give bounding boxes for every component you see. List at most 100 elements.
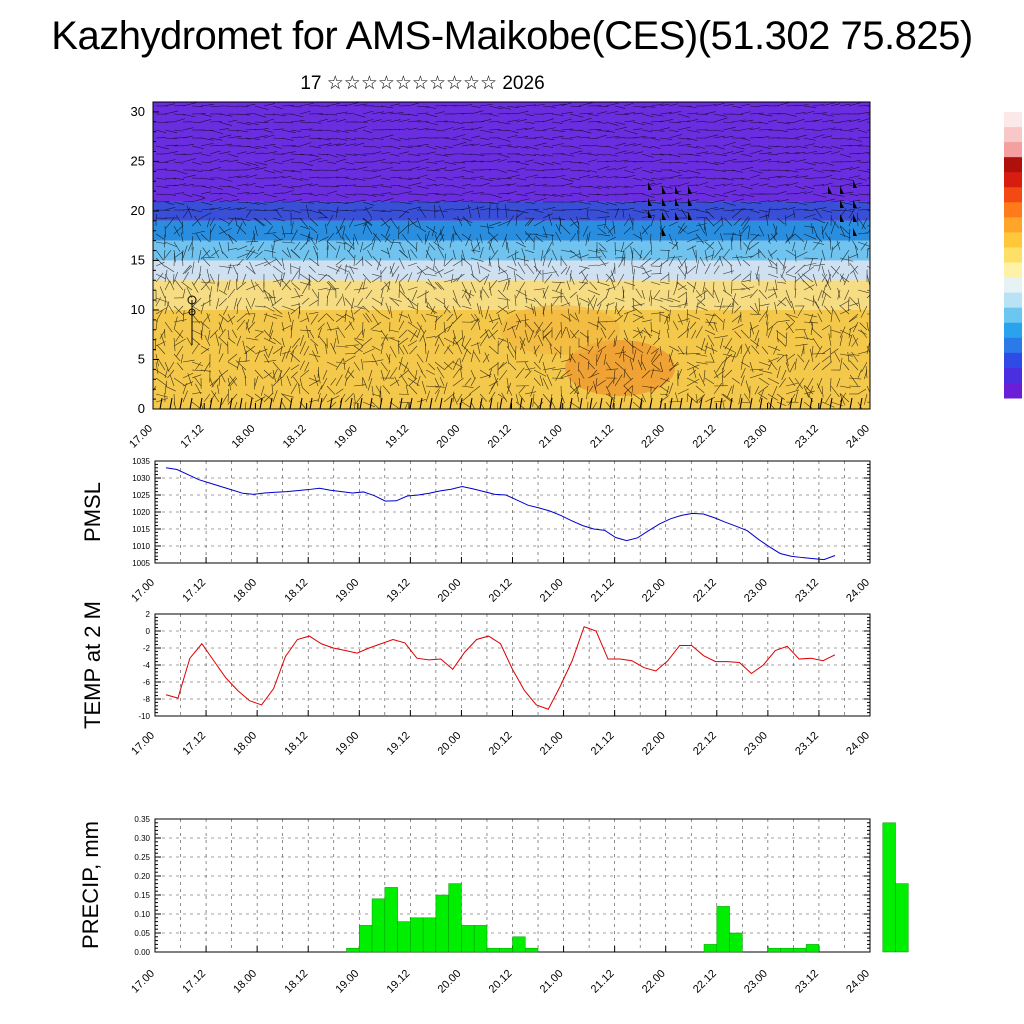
wind-flag [688, 186, 692, 194]
x-tick-label: 23.00 [742, 968, 770, 996]
wind-flag [648, 198, 652, 206]
wind-flag [840, 200, 844, 208]
wind-flag [853, 214, 857, 222]
x-tick-label: 19.12 [385, 577, 413, 605]
y-tick-label: 30 [131, 104, 145, 119]
field-layer [153, 102, 870, 409]
wind-flag [648, 182, 652, 190]
colorbar-swatch [1004, 277, 1022, 294]
colorbar-swatch [1004, 217, 1022, 233]
station-marker-head [187, 295, 197, 305]
x-tick-label: 17.12 [180, 730, 208, 758]
field-band [153, 220, 870, 241]
precip-bar [703, 944, 718, 953]
colorbar-swatch [1004, 232, 1022, 248]
wind-flag [662, 198, 666, 206]
x-tick-label: 24.00 [844, 423, 872, 451]
x-tick-label: 18.00 [231, 968, 259, 996]
wind-vectors [153, 102, 870, 409]
wind-flags [648, 180, 857, 236]
precip-bar [525, 947, 539, 953]
x-tick-label: 17.12 [180, 968, 208, 996]
x-tick-label: 22.12 [691, 423, 719, 451]
wind-flag [662, 186, 666, 194]
x-tick-label: 18.12 [282, 577, 310, 605]
x-tick-label: 19.00 [333, 968, 361, 996]
precip-bar [780, 947, 794, 953]
wind-flag [840, 214, 844, 222]
wind-flag [828, 186, 832, 194]
colorbar-swatch [1004, 337, 1022, 354]
x-tick-label: 24.00 [844, 577, 872, 605]
precip-bar [397, 921, 411, 953]
x-tick-label: 19.12 [385, 730, 413, 758]
x-tick-label: 21.00 [538, 577, 566, 605]
colorbar-swatch [1004, 142, 1022, 158]
x-tick-label: 21.00 [538, 968, 566, 996]
x-tick-label: 17.12 [178, 423, 206, 451]
precip-bar [499, 947, 513, 953]
grid [154, 460, 871, 564]
precip-panel: 0.00 0.05 0.10 0.15 0.20 0.25 0.30 0.35 17.00 17.… [78, 815, 909, 996]
precip-bar [448, 883, 462, 953]
x-tick-label: 20.00 [436, 577, 464, 605]
y-tick-label: 2 [146, 610, 151, 619]
x-tick-label: 20.12 [486, 423, 514, 451]
warm-area [500, 305, 620, 355]
x-tick-label: 17.12 [180, 577, 208, 605]
precip-bar [793, 947, 807, 953]
colorbar-swatch [1004, 307, 1022, 324]
x-tick-label: 21.12 [589, 968, 617, 996]
y-tick-label: 1030 [132, 474, 150, 483]
colorbar-swatch [1004, 352, 1022, 369]
warm-core [565, 340, 675, 396]
x-tick-label: 20.00 [436, 968, 464, 996]
pmsl-panel: 1005 1010 1015 1020 1025 1030 1035 17.00 17.12 18… [80, 457, 872, 605]
colorbar-swatch [1004, 382, 1022, 399]
x-tick-label: 21.00 [538, 730, 566, 758]
y-tick-label: -4 [143, 661, 151, 670]
precip-bar [422, 917, 437, 953]
y-tick-label: -6 [143, 678, 151, 687]
x-tick-label: 20.12 [487, 730, 515, 758]
x-tick-label: 17.00 [129, 968, 157, 996]
x-tick-label: 17.00 [127, 423, 155, 451]
x-tick-label: 22.00 [639, 423, 667, 451]
y-tick-label: 1005 [132, 559, 150, 568]
colorbar-swatch [1004, 247, 1022, 264]
cross-section-panel: 0 5 10 15 20 25 30 17.00 17.12 18.00 18.12 19.00 19.… [127, 101, 872, 451]
x-tick-label: 23.00 [742, 730, 770, 758]
y-tick-label: -8 [143, 695, 151, 704]
field-band [153, 240, 870, 261]
precip-bar [486, 947, 500, 953]
precip-bar [346, 947, 360, 953]
y-tick-label: 0.05 [134, 929, 150, 938]
precip-bar [895, 883, 909, 953]
colorbar-swatch [1004, 262, 1022, 279]
chart-title: Kazhydromet for AMS-Maikobe(CES)(51.302 … [51, 14, 973, 58]
colorbar-swatch [1004, 202, 1022, 218]
x-tick-label: 19.12 [383, 423, 411, 451]
precip-bar [473, 925, 488, 953]
grid [154, 818, 871, 953]
x-tick-label: 18.00 [231, 730, 259, 758]
y-tick-label: 0.20 [134, 872, 150, 881]
y-tick-label: 1025 [132, 491, 150, 500]
wind-flag [648, 210, 652, 218]
y-tick-label: -2 [143, 644, 151, 653]
x-tick-label: 19.00 [332, 423, 360, 451]
x-tick-label: 20.00 [436, 730, 464, 758]
colorbar-swatch [1004, 112, 1022, 128]
x-tick-label: 20.12 [487, 577, 515, 605]
y-tick-label: 0 [146, 627, 151, 636]
wind-flag [662, 212, 666, 220]
x-tick-label: 21.12 [588, 423, 616, 451]
y-tick-label: 0 [138, 401, 145, 416]
precip-bar [435, 894, 449, 953]
y-tick-label: 0.25 [134, 853, 150, 862]
y-tick-label: 20 [131, 203, 145, 218]
y-tick-label: 5 [138, 351, 145, 366]
y-tick-label: 0.10 [134, 910, 150, 919]
x-tick-label: 21.12 [589, 577, 617, 605]
